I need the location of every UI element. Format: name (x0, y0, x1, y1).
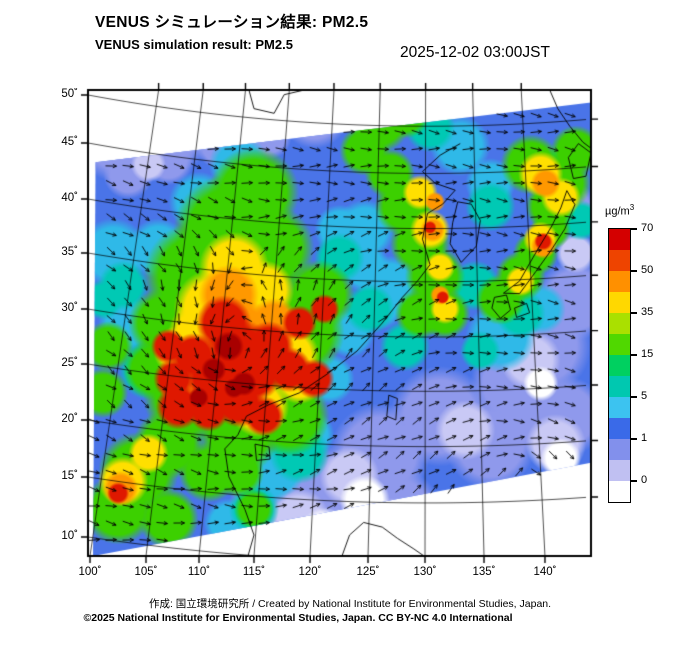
lat-tick-label: 20˚ (61, 413, 78, 426)
colorbar-tick-label: 70 (641, 222, 654, 234)
colorbar-scale (608, 228, 631, 503)
lon-tick-label: 130˚ (413, 566, 437, 578)
colorbar-tick-label: 5 (641, 390, 648, 402)
lon-tick-label: 125˚ (356, 566, 380, 578)
lat-tick-label: 45˚ (61, 135, 78, 148)
lon-tick-label: 100˚ (78, 566, 102, 578)
lon-tick-label: 135˚ (472, 566, 496, 578)
colorbar-segment (609, 250, 630, 271)
colorbar-segment (609, 355, 630, 376)
lon-tick-label: 105˚ (134, 566, 158, 578)
lat-tick-label: 40˚ (61, 191, 78, 204)
colorbar-tick-label: 1 (641, 432, 648, 444)
colorbar-tick-label: 0 (641, 474, 648, 486)
colorbar-segment (609, 313, 630, 334)
colorbar-tick (631, 396, 637, 398)
colorbar-tick-label: 15 (641, 348, 654, 360)
lat-tick-label: 15˚ (61, 470, 78, 482)
lon-tick-label: 115˚ (242, 566, 266, 578)
colorbar-segment (609, 418, 630, 439)
unit-exponent: 3 (629, 203, 635, 212)
colorbar-tick (631, 438, 637, 440)
colorbar-tick (631, 312, 637, 314)
lat-tick-label: 35˚ (61, 246, 78, 258)
lon-tick-label: 110˚ (187, 566, 211, 578)
colorbar-tick-label: 50 (641, 264, 654, 276)
colorbar-segment (609, 376, 630, 397)
colorbar-segment (609, 334, 630, 355)
colorbar-segment (609, 397, 630, 418)
lat-tick-label: 25˚ (61, 357, 78, 369)
colorbar-unit-label: µg/m3 (605, 203, 634, 218)
unit-base: µg/m (605, 205, 630, 218)
lat-tick-label: 50˚ (61, 87, 78, 100)
colorbar-tick (631, 228, 637, 230)
lat-tick-label: 10˚ (61, 529, 78, 542)
copyright-line: ©2025 National Institute for Environment… (83, 612, 513, 624)
lat-tick-label: 30˚ (61, 302, 78, 315)
colorbar-segment (609, 460, 630, 481)
colorbar-segment (609, 229, 630, 250)
credit-line: 作成: 国立環境研究所 / Created by National Instit… (148, 598, 552, 610)
lon-tick-label: 140˚ (533, 566, 557, 578)
colorbar-tick (631, 480, 637, 482)
lon-tick-label: 120˚ (298, 566, 322, 578)
colorbar-tick-label: 35 (641, 306, 654, 318)
colorbar-tick (631, 354, 637, 356)
colorbar-segment (609, 439, 630, 460)
colorbar-segment (609, 481, 630, 502)
colorbar-tick (631, 270, 637, 272)
colorbar-segment (609, 292, 630, 313)
colorbar-segment (609, 271, 630, 292)
